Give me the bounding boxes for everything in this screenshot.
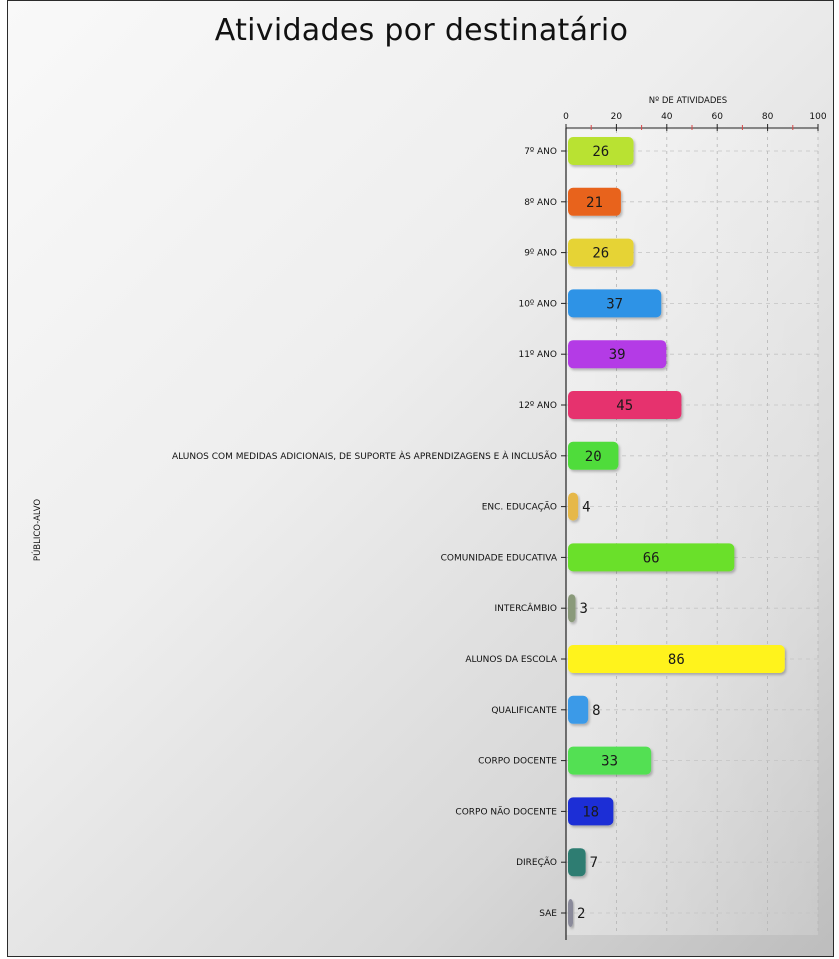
category-label: DIREÇÃO <box>516 857 557 868</box>
bar <box>568 441 619 470</box>
bar <box>568 543 735 572</box>
data-label: 45 <box>616 398 633 414</box>
x-tick-label: 100 <box>809 112 826 122</box>
y-axis-label: PÚBLICO-ALVO <box>31 499 43 561</box>
bar <box>568 645 785 673</box>
x-axis-label: Nº DE ATIVIDADES <box>649 96 727 106</box>
data-label: 7 <box>590 855 598 871</box>
x-tick-label: 60 <box>711 112 723 122</box>
category-label: 12º ANO <box>518 401 557 411</box>
axes: Nº DE ATIVIDADES PÚBLICO-ALVO <box>31 96 818 940</box>
data-label: 8 <box>592 703 600 719</box>
category-label: 9º ANO <box>524 249 557 259</box>
bar <box>568 137 634 165</box>
bar <box>568 848 586 877</box>
data-label: 66 <box>643 550 660 566</box>
x-ticks: 0 20 40 60 80 100 <box>561 112 827 914</box>
data-label: 20 <box>585 449 602 465</box>
bar <box>568 695 589 724</box>
x-tick-label: 40 <box>661 112 673 122</box>
data-label: 26 <box>592 144 609 160</box>
category-label: COMUNIDADE EDUCATIVA <box>441 553 558 563</box>
category-label: ENC. EDUCAÇÃO <box>482 502 557 513</box>
bar <box>568 238 634 267</box>
data-label: 4 <box>582 500 590 516</box>
category-label: INTERCÂMBIO <box>495 602 558 614</box>
chart-title: Atividades por destinatário <box>214 13 629 48</box>
data-label: 33 <box>601 754 618 770</box>
bar <box>568 594 576 623</box>
bar <box>568 899 574 927</box>
data-label: 86 <box>668 652 685 668</box>
bar <box>568 340 667 369</box>
data-label: 26 <box>592 246 609 262</box>
category-label: CORPO DOCENTE <box>478 757 557 767</box>
category-label: QUALIFICANTE <box>491 706 557 716</box>
data-label: 3 <box>580 601 588 617</box>
data-label: 18 <box>582 804 599 820</box>
bars <box>568 137 785 927</box>
category-label: ALUNOS COM MEDIDAS ADICIONAIS, DE SUPORT… <box>172 450 557 462</box>
x-tick-label: 20 <box>611 112 623 122</box>
data-label: 39 <box>609 347 626 363</box>
bar <box>568 187 621 216</box>
x-tick-label: 0 <box>563 112 569 122</box>
category-label: ALUNOS DA ESCOLA <box>465 655 557 665</box>
category-label: SAE <box>539 909 557 919</box>
bar <box>568 289 662 318</box>
data-labels: 26 21 26 37 39 45 20 4 66 3 86 8 33 18 7 2 <box>577 144 685 922</box>
category-label: 11º ANO <box>518 350 557 360</box>
category-label: 10º ANO <box>518 299 557 309</box>
bar <box>568 492 579 521</box>
bar <box>568 746 652 775</box>
category-label: 8º ANO <box>524 198 557 208</box>
bar <box>568 797 614 826</box>
category-labels: 7º ANO 8º ANO 9º ANO 10º ANO 11º ANO 12º ANO A… <box>172 147 558 919</box>
bar <box>568 391 682 419</box>
data-label: 37 <box>606 296 623 312</box>
category-label: 7º ANO <box>524 147 557 157</box>
x-tick-label: 80 <box>762 112 774 122</box>
data-label: 2 <box>577 906 585 922</box>
data-label: 21 <box>586 195 603 211</box>
category-label: CORPO NÃO DOCENTE <box>455 806 557 817</box>
